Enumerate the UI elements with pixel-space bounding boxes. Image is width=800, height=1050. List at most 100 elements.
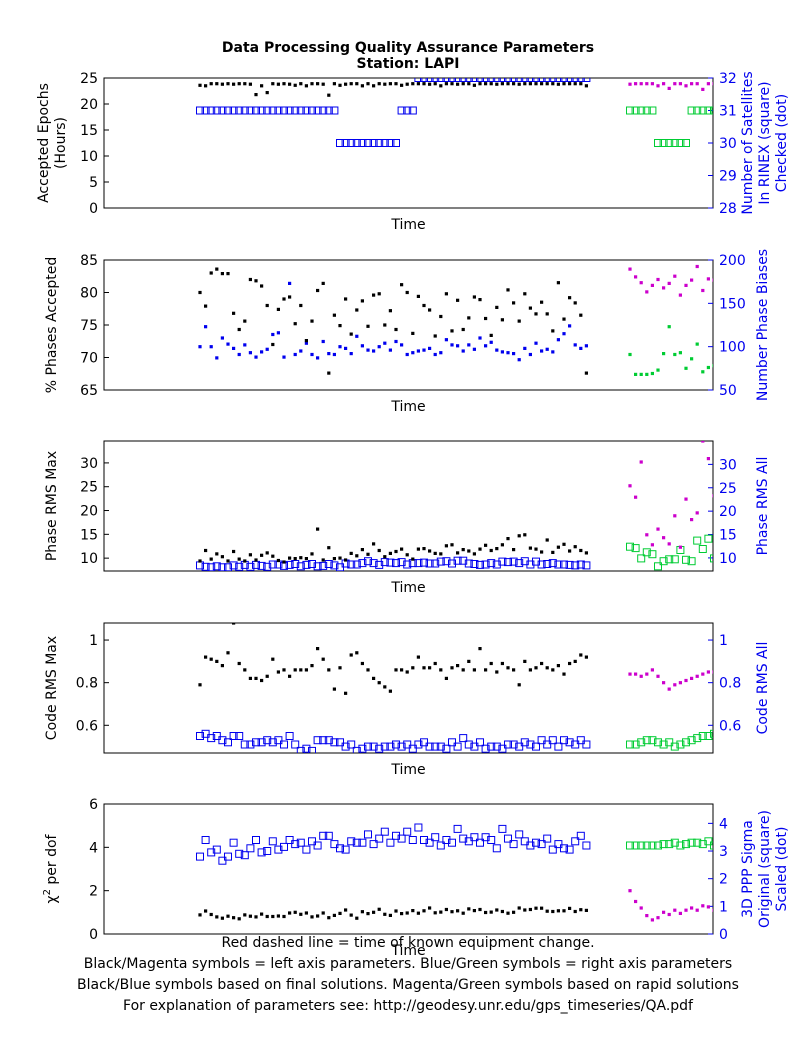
rapid-right-point [626, 542, 634, 551]
final-right-point [576, 736, 585, 745]
rapid-left-point [639, 674, 643, 678]
final-right-point [282, 355, 286, 359]
final-left-point [433, 334, 437, 338]
final-right-point [369, 559, 378, 568]
rapid-right-point [650, 371, 654, 376]
final-right-point [332, 352, 336, 357]
final-right-point [257, 561, 266, 570]
final-right-point [375, 139, 384, 147]
final-right-point [319, 736, 328, 745]
final-left-point [416, 82, 420, 86]
final-right-point [487, 559, 496, 568]
final-right-point [515, 830, 524, 839]
final-left-point [220, 555, 224, 559]
final-right-point [504, 78, 512, 82]
final-right-point [523, 346, 527, 350]
final-right-point [464, 740, 473, 749]
left-tick-label: 10 [80, 149, 98, 165]
right-tick-label: 25 [719, 481, 737, 497]
final-left-point [276, 914, 280, 918]
right-tick-label: 0.8 [719, 676, 741, 692]
final-left-point [254, 915, 258, 919]
rapid-left-point [690, 278, 694, 282]
final-left-point [338, 666, 342, 670]
final-left-point [215, 659, 219, 663]
final-left-point [366, 668, 370, 672]
final-right-point [506, 351, 510, 355]
final-left-point [243, 913, 247, 917]
final-left-point [551, 82, 555, 86]
final-right-point [232, 346, 236, 350]
final-right-point [229, 561, 238, 570]
x-axis-label: Time [390, 943, 425, 959]
rapid-left-point [712, 908, 713, 912]
final-right-point [246, 106, 255, 115]
rapid-left-point [684, 84, 688, 88]
final-left-point [265, 914, 269, 919]
final-right-point [571, 740, 580, 749]
final-right-point [498, 557, 507, 566]
rapid-right-point [693, 734, 702, 743]
final-left-point [467, 549, 471, 553]
rapid-right-point [682, 555, 690, 564]
rapid-right-point [637, 106, 646, 115]
final-right-point [224, 738, 232, 747]
final-right-point [263, 736, 272, 745]
final-right-point [360, 344, 364, 348]
rapid-right-point [698, 732, 707, 740]
final-left-point [573, 545, 577, 549]
final-right-point [274, 736, 283, 745]
final-right-point [377, 345, 381, 349]
final-right-point [229, 838, 238, 847]
final-left-point [237, 327, 241, 332]
final-left-point [265, 674, 269, 678]
final-left-point [584, 908, 588, 912]
final-left-point [528, 546, 532, 550]
right-axis-label: Code RMS All [755, 642, 771, 735]
final-left-point [304, 911, 308, 915]
rapid-right-point [656, 368, 660, 372]
final-left-point [271, 342, 275, 347]
final-right-point [436, 78, 445, 82]
final-right-point [537, 78, 546, 82]
final-left-point [506, 82, 510, 86]
final-left-point [523, 908, 527, 912]
rapid-left-point [695, 674, 699, 678]
rapid-left-point [678, 681, 682, 685]
final-left-point [254, 279, 258, 283]
final-left-point [556, 281, 560, 285]
right-tick-label: 28 [719, 201, 737, 217]
final-right-point [504, 558, 512, 567]
right-axis-label: Phase RMS All [755, 457, 771, 556]
rapid-right-point [648, 106, 657, 115]
rapid-right-point [670, 555, 679, 564]
final-left-point [349, 913, 353, 917]
right-axis-label: Original (square) [757, 810, 773, 928]
final-right-point [425, 742, 434, 751]
figure-title: Data Processing Quality Assurance Parame… [222, 40, 594, 56]
final-right-point [257, 106, 266, 115]
final-left-point [495, 547, 499, 551]
final-right-point [302, 845, 311, 854]
final-left-point [478, 647, 482, 651]
rapid-left-point [712, 494, 713, 498]
final-right-point [453, 556, 462, 565]
final-left-point [338, 556, 342, 560]
final-left-point [562, 317, 566, 321]
final-right-point [246, 562, 255, 571]
final-right-point [528, 352, 532, 357]
final-right-point [481, 744, 490, 753]
final-right-point [492, 560, 501, 569]
final-right-point [304, 341, 308, 345]
final-left-point [461, 548, 465, 552]
final-left-point [573, 659, 577, 663]
final-left-point [540, 661, 544, 666]
final-left-point [377, 82, 381, 86]
final-right-point [534, 341, 538, 345]
rapid-left-point [639, 906, 643, 910]
rapid-right-point [639, 372, 643, 376]
final-left-point [512, 301, 516, 305]
final-left-point [523, 659, 527, 663]
final-left-point [366, 552, 370, 556]
figure-subtitle: Station: LAPI [357, 56, 460, 72]
